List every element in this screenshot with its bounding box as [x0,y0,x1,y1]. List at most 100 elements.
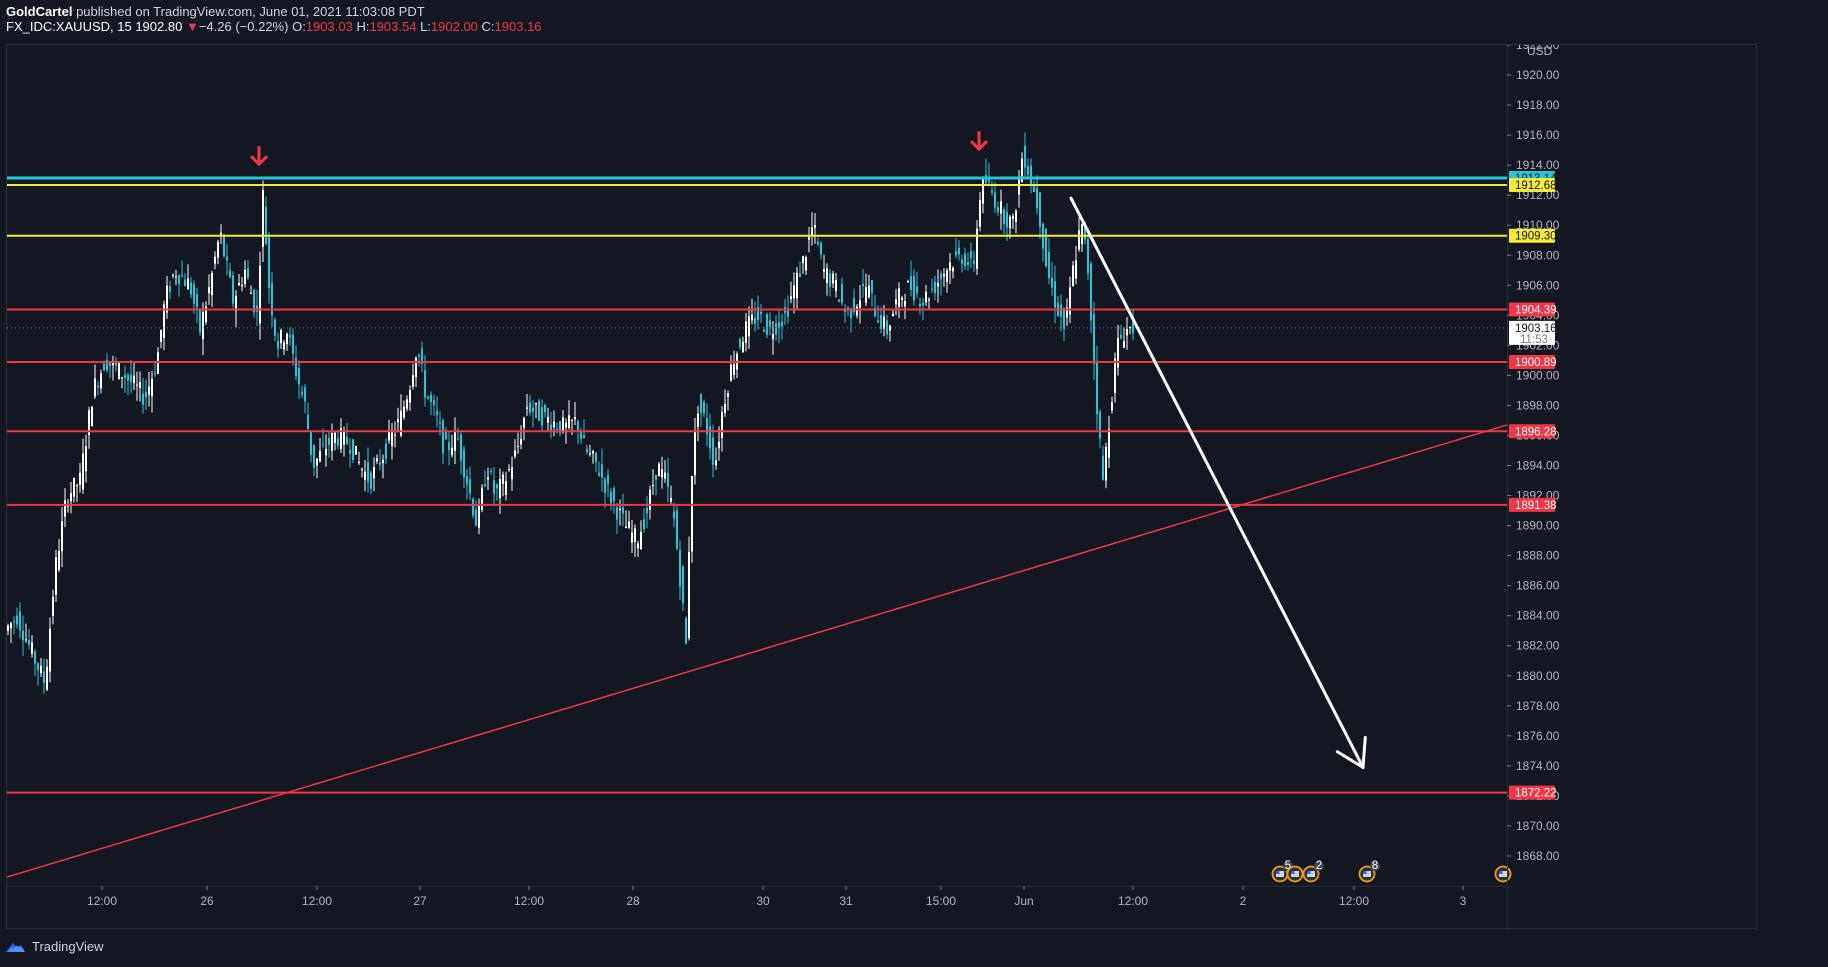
candle [976,228,978,269]
candle [946,270,948,282]
currency-label: USD [1527,45,1553,58]
candle [517,445,519,447]
candle [61,521,63,552]
candle [733,364,735,375]
candle [700,393,702,413]
candle [325,449,327,456]
candle [1030,165,1032,185]
candle [607,475,609,485]
candle [589,453,591,455]
candle [610,491,612,504]
candle [373,467,375,479]
candle [1087,239,1089,274]
candle [997,207,999,212]
candle [943,274,945,277]
candle [559,421,561,433]
candle [160,330,162,342]
candle [25,639,27,641]
candle [1033,184,1035,193]
tradingview-brand[interactable]: TradingView [4,939,104,954]
publish-line: GoldCartel published on TradingView.com,… [6,4,1822,19]
candle [421,348,423,364]
price-level-tag[interactable] [1509,785,1555,800]
time-tick-label: 26 [200,894,214,908]
price-change: −4.26 (−0.22%) [198,19,289,34]
candle [280,330,282,344]
price-level-tag[interactable] [1509,424,1555,439]
price-tick-label: 1868.00 [1516,849,1560,863]
candle [808,237,810,240]
down-arrow-icon [969,140,989,152]
candle [193,284,195,304]
candle [658,463,660,477]
candle [424,370,426,398]
candle [316,458,318,466]
candle [862,284,864,287]
candle [454,430,456,451]
close-label: C: [481,19,495,34]
candle [151,378,153,397]
candle [145,392,147,398]
candle [397,419,399,423]
symbol-label[interactable]: FX_IDC:XAUUSD, 15 [6,19,132,34]
candle [667,473,669,487]
price-chart[interactable]: 5281868.001870.001872.001874.001876.0018… [7,45,1758,930]
candle [910,275,912,290]
price-tick-label: 1890.00 [1516,519,1560,533]
candle [148,386,150,395]
candle [43,671,45,683]
candle [49,628,51,672]
candle [868,285,870,298]
candle [346,436,348,444]
candle [652,485,654,487]
candle [511,467,513,480]
candle [253,289,255,313]
candle [505,481,507,495]
candle [586,448,588,453]
projection-arrow[interactable] [1069,196,1365,769]
candle [1039,192,1041,227]
ascending-trendline[interactable] [7,424,1508,878]
candle [919,303,921,307]
candle [382,459,384,464]
price-tick-label: 1894.00 [1516,459,1560,473]
candle [751,314,753,321]
candle [1027,166,1029,175]
open-label: O: [292,19,306,34]
candle [64,500,66,517]
candle [205,306,207,323]
candle [355,446,357,455]
candle [217,241,219,258]
candle [85,446,87,472]
candle [601,464,603,478]
time-tick-label: 12:00 [1118,894,1148,908]
price-level-tag[interactable] [1509,177,1555,192]
candle [739,339,741,348]
candle [196,294,198,308]
candle [1108,429,1110,458]
candle [679,550,681,587]
us-flag-event-icon [1307,870,1311,874]
candle [757,307,759,321]
chart-area[interactable]: 5281868.001870.001872.001874.001876.0018… [6,44,1758,930]
price-level-tag-label: 1872.22 [1515,788,1557,800]
price-level-tag[interactable] [1509,302,1555,317]
candle [190,282,192,295]
candle [778,322,780,328]
candle [640,531,642,550]
time-tick-label: 12:00 [302,894,332,908]
candle [928,299,930,301]
price-level-tag[interactable] [1509,355,1555,370]
us-flag-event-icon [1307,870,1315,877]
author-name[interactable]: GoldCartel [6,4,73,19]
footer: TradingView [0,929,1828,967]
price-level-tag[interactable] [1509,497,1555,512]
price-level-tag[interactable] [1509,320,1555,345]
candle [79,472,81,486]
candle [577,421,579,431]
candle [337,438,339,446]
candle [979,200,981,227]
candle [793,285,795,299]
candle [262,189,264,247]
price-level-tag[interactable] [1509,228,1555,243]
